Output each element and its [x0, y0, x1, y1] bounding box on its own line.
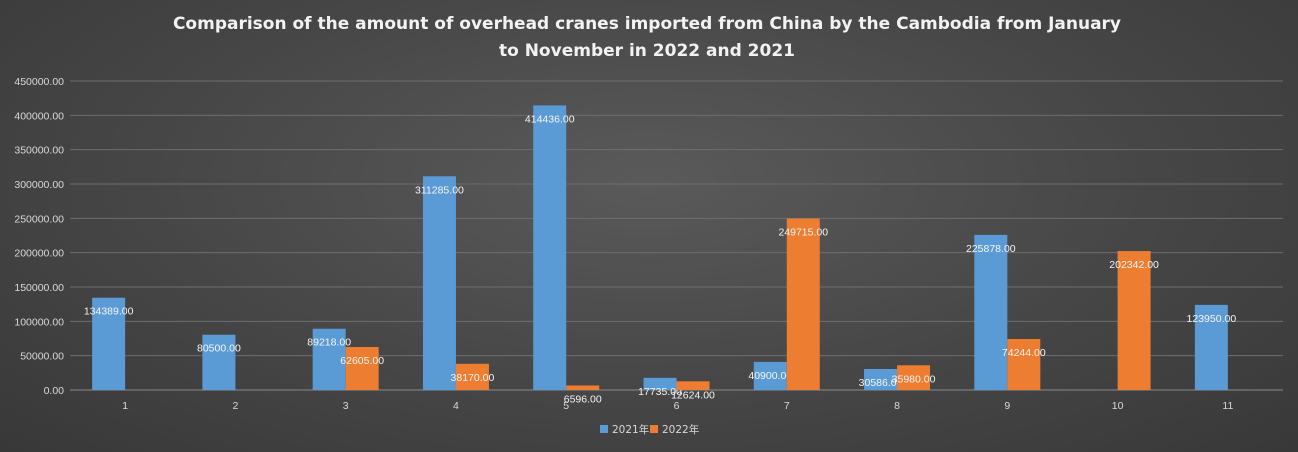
- bar: [974, 234, 1008, 390]
- bar: [1007, 339, 1041, 390]
- legend-label: 2021年: [612, 423, 649, 436]
- legend-label: 2022年: [662, 423, 699, 436]
- x-tick-label: 2: [232, 400, 238, 412]
- y-tick-label: 200000.00: [14, 248, 64, 260]
- x-tick-label: 1: [122, 400, 128, 412]
- bar: [864, 368, 898, 390]
- data-label: 134389.00: [84, 306, 134, 318]
- x-tick-label: 6: [674, 400, 680, 412]
- data-label: 414436.00: [525, 113, 575, 125]
- x-tick-label: 5: [563, 400, 569, 412]
- y-tick-label: 350000.00: [14, 145, 64, 157]
- bar: [533, 105, 567, 390]
- x-tick-label: 7: [784, 400, 790, 412]
- data-label: 74244.00: [1002, 347, 1046, 359]
- data-label: 38170.00: [451, 372, 495, 384]
- y-tick-label: 150000.00: [14, 282, 64, 294]
- bar: [455, 363, 489, 390]
- data-label: 30586.00: [859, 377, 903, 389]
- y-tick-label: 0.00: [44, 385, 65, 397]
- chart-title-line-2: to November in 2022 and 2021: [499, 41, 795, 61]
- x-tick-label: 3: [343, 400, 349, 412]
- data-label: 202342.00: [1109, 259, 1159, 271]
- data-label: 225878.00: [966, 243, 1016, 255]
- data-label: 40900.00: [748, 370, 792, 382]
- legend-swatch: [650, 425, 658, 433]
- data-label: 311285.00: [415, 184, 464, 196]
- y-tick-label: 100000.00: [14, 316, 64, 328]
- data-label: 12624.00: [671, 389, 715, 401]
- data-label: 35980.00: [892, 373, 936, 385]
- bar: [786, 218, 820, 390]
- bar: [897, 365, 931, 390]
- bar: [1194, 304, 1228, 390]
- bar: [92, 297, 126, 390]
- bar: [422, 176, 456, 390]
- y-tick-label: 50000.00: [20, 351, 64, 363]
- data-label: 62605.00: [340, 355, 384, 367]
- bar: [345, 347, 379, 390]
- bar: [1117, 251, 1151, 390]
- bar: [676, 381, 710, 390]
- bar: [566, 385, 600, 390]
- legend-swatch: [600, 425, 608, 433]
- y-tick-label: 400000.00: [14, 110, 64, 122]
- data-label: 249715.00: [778, 227, 828, 239]
- data-label: 17735.00: [638, 386, 682, 398]
- bar: [753, 361, 787, 390]
- y-tick-label: 450000.00: [14, 76, 64, 88]
- y-tick-label: 250000.00: [14, 213, 64, 225]
- bar: [643, 377, 677, 390]
- data-label: 89218.00: [307, 337, 351, 349]
- x-tick-label: 11: [1222, 400, 1233, 412]
- x-tick-label: 10: [1112, 400, 1124, 412]
- bar: [202, 334, 236, 390]
- chart-title-line-1: Comparison of the amount of overhead cra…: [173, 14, 1121, 34]
- x-tick-label: 4: [453, 400, 459, 412]
- data-label: 80500.00: [197, 343, 241, 355]
- data-label: 6596.00: [564, 393, 602, 405]
- y-tick-label: 300000.00: [14, 179, 64, 191]
- bar: [312, 328, 346, 390]
- x-tick-label: 8: [894, 400, 900, 412]
- x-tick-label: 9: [1004, 400, 1010, 412]
- data-label: 123950.00: [1187, 313, 1237, 325]
